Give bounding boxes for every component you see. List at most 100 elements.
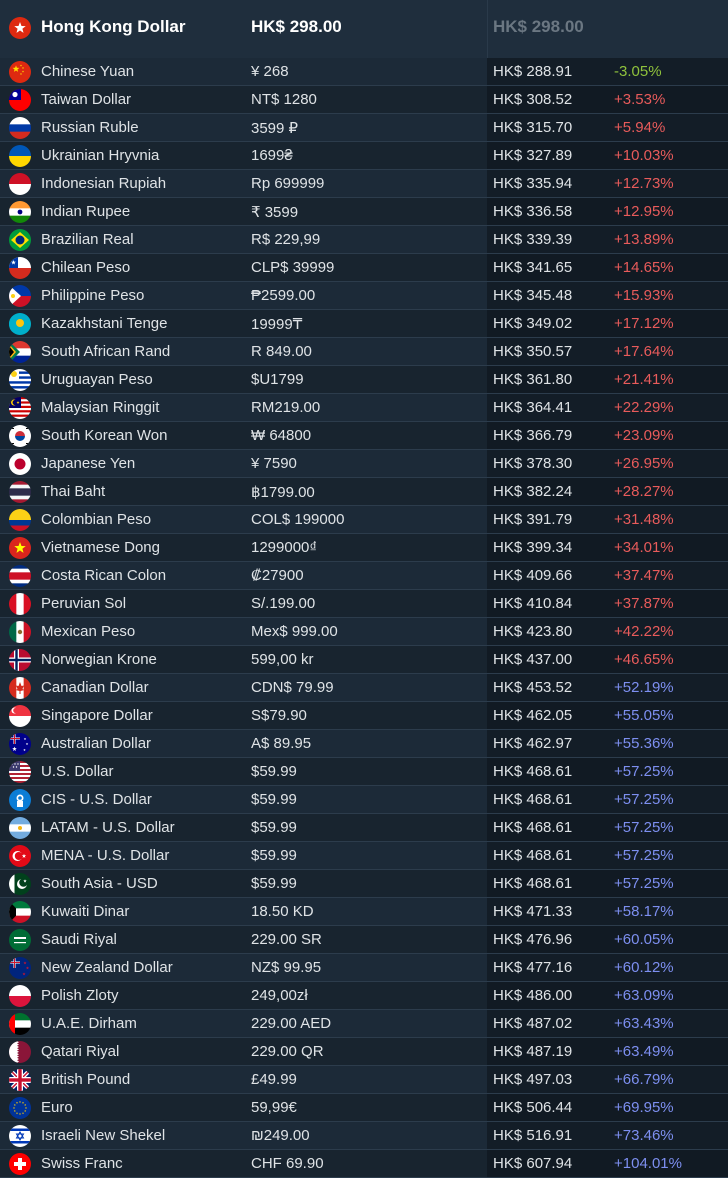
converted-cell: HK$ 477.16 +60.12% [487, 954, 728, 981]
table-row: Indonesian Rupiah Rp 699999 HK$ 335.94 +12.… [0, 170, 728, 198]
currency-name: U.A.E. Dirham [41, 1015, 137, 1032]
table-row: Colombian Peso COL$ 199000 HK$ 391.79 +31.4… [0, 506, 728, 534]
local-price: CLP$ 39999 [251, 259, 335, 276]
price-difference: +60.12% [614, 959, 674, 976]
price-difference: +26.95% [614, 455, 674, 472]
table-row: MENA - U.S. Dollar $59.99 HK$ 468.61 +57.25… [0, 842, 728, 870]
my-flag-icon [9, 397, 31, 419]
currency-name: New Zealand Dollar [41, 959, 173, 976]
local-price: Mex$ 999.00 [251, 623, 338, 640]
currency-name: Euro [41, 1099, 73, 1116]
converted-price: HK$ 335.94 [493, 175, 573, 192]
table-row: Thai Baht ฿1799.00 HK$ 382.24 +28.27% [0, 478, 728, 506]
converted-cell: HK$ 339.39 +13.89% [487, 226, 728, 253]
pl-flag-icon [9, 985, 31, 1007]
converted-cell: HK$ 349.02 +17.12% [487, 310, 728, 337]
table-row: Brazilian Real R$ 229,99 HK$ 339.39 +13.89% [0, 226, 728, 254]
table-header: Hong Kong Dollar HK$ 298.00 HK$ 298.00 [0, 0, 728, 59]
local-price: 1699₴ [251, 147, 293, 164]
table-row: Swiss Franc CHF 69.90 HK$ 607.94 +104.01% [0, 1150, 728, 1178]
kw-flag-icon [9, 901, 31, 923]
price-difference: +66.79% [614, 1071, 674, 1088]
price-difference: +14.65% [614, 259, 674, 276]
nz-flag-icon [9, 957, 31, 979]
table-row: Peruvian Sol S/.199.00 HK$ 410.84 +37.87% [0, 590, 728, 618]
table-row: Costa Rican Colon ₡27900 HK$ 409.66 +37.47% [0, 562, 728, 590]
qa-flag-icon [9, 1041, 31, 1063]
price-difference: +28.27% [614, 483, 674, 500]
table-row: Philippine Peso ₱2599.00 HK$ 345.48 +15.93% [0, 282, 728, 310]
local-price: R 849.00 [251, 343, 312, 360]
converted-price: HK$ 382.24 [493, 483, 573, 500]
local-price: 599,00 kr [251, 651, 314, 668]
local-price: ₪249.00 [251, 1127, 310, 1144]
converted-cell: HK$ 487.19 +63.49% [487, 1038, 728, 1065]
local-price: $59.99 [251, 847, 297, 864]
table-row: Mexican Peso Mex$ 999.00 HK$ 423.80 +42.22% [0, 618, 728, 646]
converted-price: HK$ 423.80 [493, 623, 573, 640]
local-price: COL$ 199000 [251, 511, 345, 528]
currency-name: Brazilian Real [41, 231, 134, 248]
converted-cell: HK$ 462.97 +55.36% [487, 730, 728, 757]
price-difference: +57.25% [614, 763, 674, 780]
converted-cell: HK$ 391.79 +31.48% [487, 506, 728, 533]
in-flag-icon [9, 201, 31, 223]
converted-price: HK$ 468.61 [493, 763, 573, 780]
converted-price: HK$ 391.79 [493, 511, 573, 528]
local-price: ฿1799.00 [251, 484, 315, 501]
local-price: A$ 89.95 [251, 735, 312, 752]
local-price: NT$ 1280 [251, 91, 317, 108]
converted-price: HK$ 339.39 [493, 231, 573, 248]
price-difference: +5.94% [614, 119, 666, 136]
br-flag-icon [9, 229, 31, 251]
mx-flag-icon [9, 621, 31, 643]
au-flag-icon [9, 733, 31, 755]
table-row: Malaysian Ringgit RM219.00 HK$ 364.41 +22.2… [0, 394, 728, 422]
table-row: U.S. Dollar $59.99 HK$ 468.61 +57.25% [0, 758, 728, 786]
cis-flag-icon [9, 789, 31, 811]
table-row: CIS - U.S. Dollar $59.99 HK$ 468.61 +57.25% [0, 786, 728, 814]
converted-price: HK$ 607.94 [493, 1155, 573, 1172]
currency-name: South African Rand [41, 343, 171, 360]
id-flag-icon [9, 173, 31, 195]
price-difference: +10.03% [614, 147, 674, 164]
converted-cell: HK$ 399.34 +34.01% [487, 534, 728, 561]
converted-price: HK$ 399.34 [493, 539, 573, 556]
ar-flag-icon [9, 817, 31, 839]
currency-name: Mexican Peso [41, 623, 136, 640]
table-row: Kuwaiti Dinar 18.50 KD HK$ 471.33 +58.17% [0, 898, 728, 926]
jp-flag-icon [9, 453, 31, 475]
currency-name: Thai Baht [41, 483, 106, 500]
converted-price: HK$ 468.61 [493, 847, 573, 864]
currency-name: Polish Zloty [41, 987, 119, 1004]
price-difference: +55.05% [614, 707, 674, 724]
price-difference: +13.89% [614, 231, 674, 248]
local-price: $59.99 [251, 763, 297, 780]
table-row: Vietnamese Dong 1299000₫ HK$ 399.34 +34.01% [0, 534, 728, 562]
price-difference: +63.09% [614, 987, 674, 1004]
sa-flag-icon [9, 929, 31, 951]
converted-price: HK$ 308.52 [493, 91, 573, 108]
local-price: CHF 69.90 [251, 1155, 324, 1172]
currency-name: Malaysian Ringgit [41, 399, 160, 416]
converted-cell: HK$ 288.91 -3.05% [487, 58, 728, 85]
table-row: Ukrainian Hryvnia 1699₴ HK$ 327.89 +10.03% [0, 142, 728, 170]
local-price: S/.199.00 [251, 595, 316, 612]
currency-name: Colombian Peso [41, 511, 152, 528]
table-row: Israeli New Shekel ₪249.00 HK$ 516.91 +73.4… [0, 1122, 728, 1150]
currency-name: CIS - U.S. Dollar [41, 791, 152, 808]
price-difference: +37.47% [614, 567, 674, 584]
converted-price: HK$ 378.30 [493, 455, 573, 472]
ph-flag-icon [9, 285, 31, 307]
currency-name: Ukrainian Hryvnia [41, 147, 160, 164]
converted-cell: HK$ 315.70 +5.94% [487, 114, 728, 141]
converted-cell: HK$ 308.52 +3.53% [487, 86, 728, 113]
no-flag-icon [9, 649, 31, 671]
currency-name: Philippine Peso [41, 287, 145, 304]
price-difference: +57.25% [614, 791, 674, 808]
currency-name: Qatari Riyal [41, 1043, 120, 1060]
converted-cell: HK$ 366.79 +23.09% [487, 422, 728, 449]
price-difference: +58.17% [614, 903, 674, 920]
table-row: New Zealand Dollar NZ$ 99.95 HK$ 477.16 +60… [0, 954, 728, 982]
local-price: NZ$ 99.95 [251, 959, 322, 976]
